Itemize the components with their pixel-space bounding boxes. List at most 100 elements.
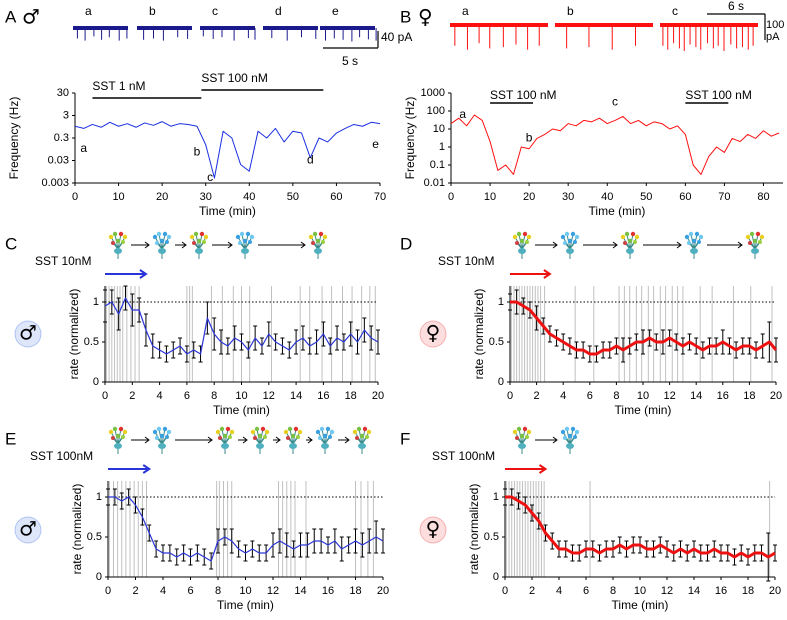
cell-icon bbox=[189, 231, 209, 259]
treatment-label: SST 100 nM bbox=[490, 88, 556, 102]
icon-arrow bbox=[175, 436, 213, 444]
cell-icon bbox=[215, 426, 235, 454]
x-tick-label: 18 bbox=[349, 585, 361, 597]
y-tick-label: 0.003 bbox=[41, 177, 69, 189]
x-tick-label: 10 bbox=[637, 390, 649, 402]
icon-arrow bbox=[535, 241, 558, 249]
x-tick-label: 10 bbox=[484, 191, 496, 203]
symbol-glow bbox=[14, 516, 42, 544]
point-label: d bbox=[307, 153, 314, 167]
y-tick-label: 10 bbox=[433, 123, 445, 135]
trace-baseline bbox=[555, 23, 653, 27]
trace-label: a bbox=[85, 4, 92, 18]
trace-baseline bbox=[263, 26, 318, 30]
x-tick-label: 4 bbox=[160, 585, 166, 597]
cell-icon bbox=[152, 426, 172, 454]
icon-arrow bbox=[238, 436, 248, 444]
symbol-glow bbox=[419, 516, 447, 544]
trace-label: c bbox=[672, 4, 678, 18]
trace-baseline bbox=[450, 23, 548, 27]
cell-icon bbox=[560, 231, 580, 259]
cell-icon bbox=[308, 231, 328, 259]
x-tick-label: 20 bbox=[372, 390, 384, 402]
y-tick-label: 0 bbox=[93, 376, 99, 388]
y-axis-label: Frequency (Hz) bbox=[7, 97, 21, 180]
y-tick-label: 0.1 bbox=[430, 159, 445, 171]
symbol-glow bbox=[14, 320, 42, 348]
y-tick-label: 0.5 bbox=[489, 336, 504, 348]
cell-icon bbox=[315, 426, 335, 454]
y-tick-label: 0 bbox=[498, 376, 504, 388]
cell-icon bbox=[512, 231, 532, 259]
x-axis-label: Time (min) bbox=[199, 204, 256, 218]
scale-label: 5 s bbox=[342, 54, 358, 68]
panel-letter: B bbox=[400, 7, 411, 26]
x-tick-label: 8 bbox=[613, 390, 619, 402]
cell-icon bbox=[235, 231, 255, 259]
point-label: a bbox=[80, 141, 87, 155]
cell-icon bbox=[283, 426, 303, 454]
icon-arrow bbox=[306, 436, 313, 444]
trace-label: b bbox=[149, 4, 156, 18]
x-tick-label: 16 bbox=[717, 390, 729, 402]
x-tick-label: 14 bbox=[690, 390, 702, 402]
x-tick-label: 10 bbox=[634, 585, 646, 597]
x-tick-label: 14 bbox=[290, 390, 302, 402]
icon-arrow bbox=[131, 436, 150, 444]
scale-label: 6 s bbox=[728, 0, 744, 13]
panel-letter: D bbox=[400, 234, 412, 253]
point-label: c bbox=[612, 95, 618, 109]
treatment-arrow bbox=[505, 464, 548, 474]
treatment-arrow bbox=[108, 464, 152, 474]
y-tick-label: 30 bbox=[57, 87, 69, 99]
cell-icon bbox=[684, 231, 704, 259]
x-tick-label: 0 bbox=[102, 390, 108, 402]
x-tick-label: 12 bbox=[267, 585, 279, 597]
x-tick-label: 20 bbox=[770, 390, 782, 402]
trace-baseline bbox=[73, 26, 128, 30]
x-tick-label: 14 bbox=[294, 585, 306, 597]
icon-arrow bbox=[338, 436, 350, 444]
x-tick-label: 0 bbox=[105, 585, 111, 597]
x-tick-label: 16 bbox=[317, 390, 329, 402]
x-tick-label: 6 bbox=[583, 585, 589, 597]
x-tick-label: 14 bbox=[688, 585, 700, 597]
x-tick-label: 30 bbox=[200, 191, 212, 203]
y-tick-label: 0 bbox=[493, 571, 499, 583]
data-line bbox=[505, 495, 776, 559]
x-tick-label: 70 bbox=[718, 191, 730, 203]
y-axis-label: rate (normalized) bbox=[70, 484, 84, 575]
trace-label: b bbox=[567, 4, 574, 18]
trace-baseline bbox=[660, 23, 758, 27]
trace-label: c bbox=[212, 4, 218, 18]
cell-icon bbox=[560, 426, 580, 454]
y-tick-label: 1000 bbox=[421, 87, 445, 99]
y-axis-label: rate (normalized) bbox=[67, 289, 81, 380]
y-tick-label: 0.01 bbox=[424, 177, 445, 189]
y-tick-label: 100 bbox=[427, 105, 445, 117]
x-tick-label: 20 bbox=[523, 191, 535, 203]
x-axis-label: Time (min) bbox=[589, 204, 646, 218]
icon-arrow bbox=[212, 241, 233, 249]
y-axis-label: rate (normalized) bbox=[467, 484, 481, 575]
x-tick-label: 4 bbox=[560, 390, 566, 402]
x-tick-label: 8 bbox=[211, 390, 217, 402]
x-tick-label: 50 bbox=[287, 191, 299, 203]
cell-icon bbox=[352, 426, 372, 454]
cell-icon bbox=[745, 231, 765, 259]
x-tick-label: 20 bbox=[769, 585, 781, 597]
y-axis-label: Frequency (Hz) bbox=[403, 97, 417, 180]
x-tick-label: 40 bbox=[243, 191, 255, 203]
cell-icon bbox=[108, 231, 128, 259]
x-tick-label: 8 bbox=[215, 585, 221, 597]
cell-icon bbox=[250, 426, 270, 454]
x-tick-label: 18 bbox=[743, 390, 755, 402]
sex-symbol: ♀ bbox=[426, 321, 441, 345]
trace-label: e bbox=[332, 4, 339, 18]
x-tick-label: 4 bbox=[157, 390, 163, 402]
y-tick-label: 0 bbox=[96, 571, 102, 583]
treatment-label: SST 100 nM bbox=[201, 71, 267, 85]
x-tick-label: 0 bbox=[502, 585, 508, 597]
treatment-label: SST 100nM bbox=[432, 449, 495, 463]
